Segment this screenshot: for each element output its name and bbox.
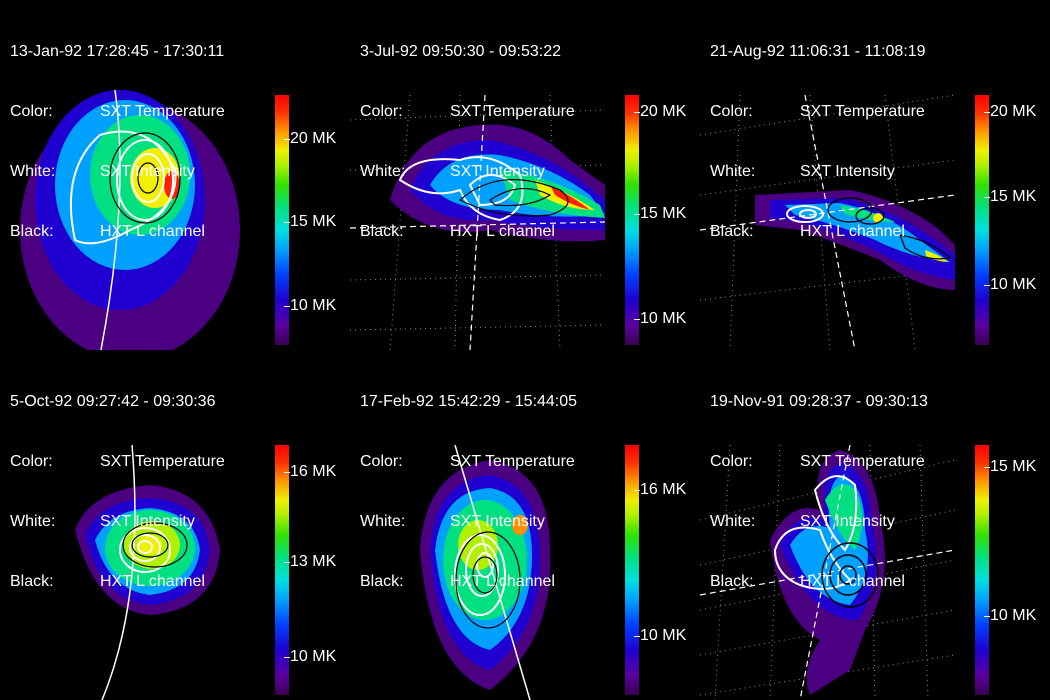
temperature-map-4 <box>75 444 220 700</box>
panel-date: 17-Feb-92 15:42:29 - 15:44:05 <box>360 393 578 410</box>
white-label: White: <box>10 163 56 180</box>
white-label: White: <box>710 513 756 530</box>
white-label: White: <box>10 513 56 530</box>
white-value: SXT Intensity <box>100 163 195 180</box>
white-value: SXT Intensity <box>800 163 895 180</box>
color-value: SXT Temperature <box>100 453 225 470</box>
colorbar-tick: 15 MK <box>633 205 687 222</box>
colorbar-tick: 13 MK <box>283 553 337 570</box>
color-value: SXT Temperature <box>450 103 575 120</box>
white-label: White: <box>710 163 756 180</box>
color-label: Color: <box>360 103 403 120</box>
white-value: SXT Intensity <box>450 163 545 180</box>
color-label: Color: <box>10 103 53 120</box>
panel-date: 13-Jan-92 17:28:45 - 17:30:11 <box>10 43 225 60</box>
color-value: SXT Temperature <box>800 103 925 120</box>
black-label: Black: <box>10 223 54 240</box>
temperature-map-1 <box>20 89 240 350</box>
panel-1: 13-Jan-92 17:28:45 - 17:30:11 Color: SXT … <box>0 0 350 350</box>
color-bar <box>975 95 989 345</box>
black-value: HXT L channel <box>800 223 905 240</box>
colorbar-tick: 10 MK <box>283 648 337 665</box>
colorbar-tick: 20 MK <box>983 103 1037 120</box>
black-label: Black: <box>710 573 754 590</box>
temperature-map-2 <box>350 94 606 350</box>
black-value: HXT L channel <box>450 223 555 240</box>
panel-date: 19-Nov-91 09:28:37 - 09:30:13 <box>710 393 928 410</box>
black-label: Black: <box>710 223 754 240</box>
colorbar-tick: 10 MK <box>633 627 687 644</box>
panel-4: 5-Oct-92 09:27:42 - 09:30:36 Color: SXT T… <box>0 350 350 700</box>
black-value: HXT L channel <box>100 573 205 590</box>
colorbar-tick: 15 MK <box>983 458 1037 475</box>
colorbar-tick: 16 MK <box>283 463 337 480</box>
colorbar-tick: 10 MK <box>283 297 337 314</box>
panel-header: 21-Aug-92 11:06:31 - 11:08:19 Color: SXT … <box>710 2 926 282</box>
color-bar <box>625 445 639 695</box>
panel-3: 21-Aug-92 11:06:31 - 11:08:19 Color: SXT … <box>700 0 1050 350</box>
panel-header: 3-Jul-92 09:50:30 - 09:53:22 Color: SXT T… <box>360 2 575 282</box>
color-label: Color: <box>710 103 753 120</box>
color-bar <box>625 95 639 345</box>
black-value: HXT L channel <box>100 223 205 240</box>
panel-5: 17-Feb-92 15:42:29 - 15:44:05 Color: SXT … <box>350 350 700 700</box>
black-label: Black: <box>10 573 54 590</box>
white-value: SXT Intensity <box>800 513 895 530</box>
colorbar-tick: 10 MK <box>633 310 687 327</box>
black-label: Black: <box>360 573 404 590</box>
panel-header: 19-Nov-91 09:28:37 - 09:30:13 Color: SXT … <box>710 352 928 632</box>
panel-date: 5-Oct-92 09:27:42 - 09:30:36 <box>10 393 216 410</box>
panel-header: 17-Feb-92 15:42:29 - 15:44:05 Color: SXT … <box>360 352 577 632</box>
temperature-map-6 <box>700 444 956 700</box>
panel-2: 3-Jul-92 09:50:30 - 09:53:22 Color: SXT T… <box>350 0 700 350</box>
color-label: Color: <box>360 453 403 470</box>
colorbar-tick: 16 MK <box>633 481 687 498</box>
black-value: HXT L channel <box>450 573 555 590</box>
black-label: Black: <box>360 223 404 240</box>
panel-header: 5-Oct-92 09:27:42 - 09:30:36 Color: SXT T… <box>10 352 225 632</box>
colorbar-tick: 20 MK <box>633 103 687 120</box>
black-value: HXT L channel <box>800 573 905 590</box>
panel-header: 13-Jan-92 17:28:45 - 17:30:11 Color: SXT … <box>10 2 225 282</box>
color-value: SXT Temperature <box>800 453 925 470</box>
temperature-map-3 <box>700 94 956 350</box>
colorbar-tick: 20 MK <box>283 130 337 147</box>
color-label: Color: <box>710 453 753 470</box>
colorbar-tick: 15 MK <box>983 188 1037 205</box>
white-label: White: <box>360 513 406 530</box>
white-label: White: <box>360 163 406 180</box>
panel-date: 21-Aug-92 11:06:31 - 11:08:19 <box>710 43 926 60</box>
color-value: SXT Temperature <box>450 453 575 470</box>
color-bar <box>275 445 289 695</box>
color-bar <box>275 95 289 345</box>
panel-date: 3-Jul-92 09:50:30 - 09:53:22 <box>360 43 562 60</box>
temperature-map-5 <box>420 444 551 700</box>
white-value: SXT Intensity <box>450 513 545 530</box>
colorbar-tick: 15 MK <box>283 213 337 230</box>
color-bar <box>975 445 989 695</box>
colorbar-tick: 10 MK <box>983 276 1037 293</box>
panel-6: 19-Nov-91 09:28:37 - 09:30:13 Color: SXT … <box>700 350 1050 700</box>
colorbar-tick: 10 MK <box>983 607 1037 624</box>
color-label: Color: <box>10 453 53 470</box>
white-value: SXT Intensity <box>100 513 195 530</box>
color-value: SXT Temperature <box>100 103 225 120</box>
